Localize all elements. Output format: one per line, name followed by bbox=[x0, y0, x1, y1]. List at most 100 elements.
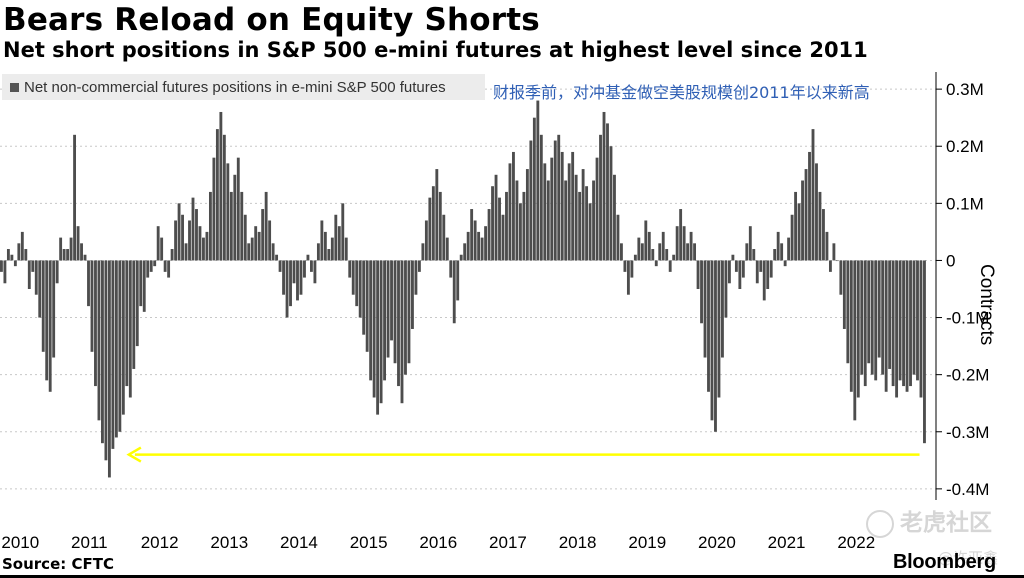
bar bbox=[539, 134, 543, 261]
bar bbox=[435, 169, 439, 261]
bar bbox=[794, 191, 798, 261]
bar bbox=[818, 191, 822, 261]
bar bbox=[543, 163, 547, 261]
bar bbox=[588, 203, 592, 261]
bar bbox=[480, 237, 484, 261]
bar bbox=[686, 243, 690, 261]
bar bbox=[741, 260, 745, 278]
bar bbox=[825, 231, 829, 261]
bar bbox=[665, 249, 669, 261]
bar bbox=[118, 260, 122, 432]
bar bbox=[188, 220, 191, 261]
bar bbox=[888, 260, 892, 369]
watermark-logo-icon bbox=[866, 509, 894, 538]
bar bbox=[902, 260, 905, 387]
bar bbox=[909, 260, 912, 387]
bar bbox=[616, 214, 620, 261]
x-tick-label: 2011 bbox=[71, 533, 108, 552]
bar bbox=[606, 123, 609, 261]
bar bbox=[797, 203, 801, 261]
bar bbox=[282, 260, 285, 295]
watermark: 老虎社区 bbox=[866, 503, 992, 538]
bar bbox=[362, 260, 366, 335]
bar bbox=[0, 260, 3, 272]
bar bbox=[55, 260, 59, 284]
bar bbox=[525, 169, 529, 261]
bar bbox=[417, 260, 421, 272]
bar bbox=[438, 191, 442, 261]
bar bbox=[69, 237, 73, 261]
bar bbox=[41, 260, 45, 352]
bar bbox=[414, 260, 418, 295]
bar bbox=[578, 191, 582, 261]
bar bbox=[156, 226, 160, 261]
bar bbox=[700, 260, 703, 324]
bar bbox=[121, 260, 125, 415]
bar bbox=[397, 260, 400, 387]
bar bbox=[257, 231, 261, 261]
bar bbox=[553, 140, 557, 261]
bar bbox=[114, 260, 118, 438]
bar bbox=[306, 254, 310, 261]
bar bbox=[738, 260, 742, 289]
bar bbox=[842, 260, 846, 329]
bar bbox=[330, 237, 334, 261]
bar bbox=[640, 243, 644, 261]
bar bbox=[734, 260, 738, 272]
bar bbox=[379, 260, 383, 404]
bar bbox=[623, 260, 627, 272]
bar bbox=[557, 134, 561, 261]
bar bbox=[289, 260, 292, 307]
yellow-arrow bbox=[126, 446, 920, 463]
bar bbox=[52, 260, 56, 358]
bar bbox=[518, 203, 522, 261]
x-tick-label: 2020 bbox=[698, 533, 736, 552]
legend-swatch bbox=[10, 82, 19, 92]
bar bbox=[226, 163, 230, 261]
bar bbox=[644, 220, 648, 261]
bar bbox=[839, 260, 843, 295]
bar bbox=[250, 237, 254, 261]
bar bbox=[264, 191, 268, 261]
bar bbox=[491, 186, 494, 261]
bar bbox=[766, 260, 770, 289]
bottom-rule bbox=[0, 575, 1024, 578]
bar bbox=[431, 186, 435, 261]
bar bbox=[184, 243, 188, 261]
bar bbox=[602, 111, 606, 261]
bar bbox=[181, 214, 184, 261]
bar bbox=[668, 260, 672, 272]
bar bbox=[38, 260, 42, 318]
bar bbox=[236, 157, 240, 261]
source-note: Source: CFTC bbox=[2, 555, 114, 573]
bar bbox=[146, 260, 150, 278]
bar bbox=[296, 260, 299, 301]
bar bbox=[727, 260, 731, 284]
bar bbox=[247, 243, 251, 261]
x-tick-label: 2021 bbox=[768, 533, 806, 552]
bar bbox=[13, 260, 17, 267]
bar bbox=[6, 249, 10, 261]
bar bbox=[163, 260, 167, 272]
bar bbox=[365, 260, 369, 352]
bar bbox=[672, 254, 676, 261]
bar bbox=[299, 260, 303, 295]
bar bbox=[470, 209, 474, 261]
bar bbox=[721, 260, 724, 358]
bar bbox=[17, 243, 21, 261]
bar bbox=[59, 237, 63, 261]
bar bbox=[710, 260, 714, 421]
bar bbox=[898, 260, 902, 381]
bar bbox=[564, 180, 568, 261]
bar bbox=[132, 260, 136, 369]
bar bbox=[595, 157, 599, 261]
bar bbox=[104, 260, 108, 461]
bar bbox=[128, 260, 132, 398]
bar bbox=[675, 226, 679, 261]
bar bbox=[442, 214, 446, 261]
bar bbox=[759, 260, 763, 272]
bar bbox=[390, 260, 393, 341]
bar bbox=[877, 260, 881, 358]
bar bbox=[198, 226, 202, 261]
bar bbox=[229, 191, 233, 261]
